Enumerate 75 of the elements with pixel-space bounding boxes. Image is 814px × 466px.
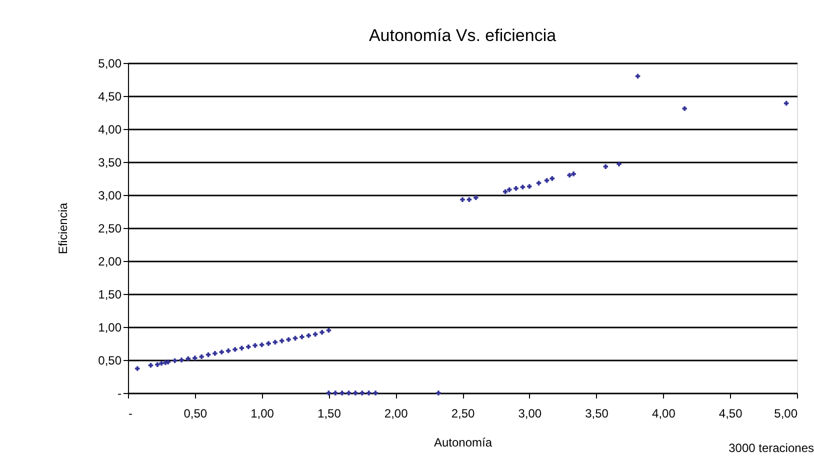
- point: [373, 390, 378, 396]
- point: [246, 344, 251, 350]
- y-tick-label: 1,50: [98, 288, 122, 302]
- point: [550, 176, 554, 181]
- y-tick-label: 2,50: [98, 222, 122, 236]
- y-tick-label: 1,00: [98, 320, 122, 334]
- point: [192, 356, 198, 360]
- y-tick-label: 4,00: [98, 122, 122, 136]
- x-tick-label: -: [128, 406, 132, 420]
- point: [306, 333, 311, 338]
- point: [616, 162, 622, 166]
- y-tick-label: 5,00: [98, 56, 122, 70]
- point: [571, 172, 576, 176]
- x-tick-label: 3,50: [585, 406, 609, 420]
- point: [219, 350, 224, 354]
- point: [502, 189, 508, 194]
- point: [272, 340, 278, 345]
- x-tick-label: 1,50: [318, 406, 342, 420]
- point: [360, 390, 364, 396]
- x-tick-label: 0,50: [184, 406, 208, 420]
- point: [353, 390, 358, 396]
- point: [259, 342, 264, 348]
- point: [346, 390, 352, 396]
- point: [682, 106, 687, 111]
- y-tick-label: -: [118, 386, 122, 400]
- text: 3000 teraciones: [728, 441, 814, 455]
- point: [286, 337, 291, 342]
- x-tick-label: 4,50: [718, 406, 743, 420]
- point: [506, 187, 512, 192]
- point: [166, 360, 170, 364]
- x-axis-title: Autonomía: [434, 436, 492, 450]
- point: [239, 346, 244, 350]
- point: [333, 390, 338, 396]
- point: [536, 180, 542, 186]
- point: [300, 334, 304, 340]
- point: [252, 343, 258, 348]
- y-tick-label: 4,50: [98, 90, 122, 104]
- point: [179, 358, 184, 362]
- point: [366, 390, 372, 396]
- x-tick-label: 5,00: [774, 406, 798, 420]
- point: [155, 362, 160, 367]
- y-tick-label: 3,50: [98, 156, 122, 170]
- point: [567, 172, 572, 178]
- x-tick-label: 1,00: [250, 406, 274, 420]
- x-tick-label: 2,00: [384, 406, 408, 420]
- y-tick-label: 2,00: [98, 254, 122, 268]
- point: [266, 341, 271, 346]
- point: [280, 338, 284, 344]
- point: [436, 390, 441, 396]
- point: [212, 351, 218, 356]
- point: [226, 348, 231, 354]
- y-tick-label: 0,50: [98, 354, 122, 368]
- x-tick-label: 2,50: [451, 406, 475, 420]
- point: [312, 332, 318, 337]
- point: [172, 358, 178, 364]
- point: [466, 197, 472, 202]
- point: [527, 184, 532, 189]
- point: [326, 390, 332, 396]
- point: [199, 354, 204, 360]
- x-tick-label: 3,00: [518, 406, 542, 420]
- y-tick-label: 3,00: [98, 188, 122, 202]
- point: [320, 330, 324, 335]
- point: [186, 356, 191, 362]
- point: [514, 186, 518, 191]
- x-tick-label: 4,00: [652, 406, 676, 420]
- point: [135, 366, 140, 371]
- point: [603, 164, 608, 169]
- point: [474, 195, 478, 200]
- point: [232, 347, 238, 352]
- point: [340, 390, 344, 396]
- point: [460, 197, 465, 202]
- point: [544, 178, 550, 183]
- chart-title: Autonomía Vs. eficiencia: [368, 26, 557, 45]
- y-axis-title: Eficiencia: [56, 202, 70, 254]
- point: [520, 184, 526, 190]
